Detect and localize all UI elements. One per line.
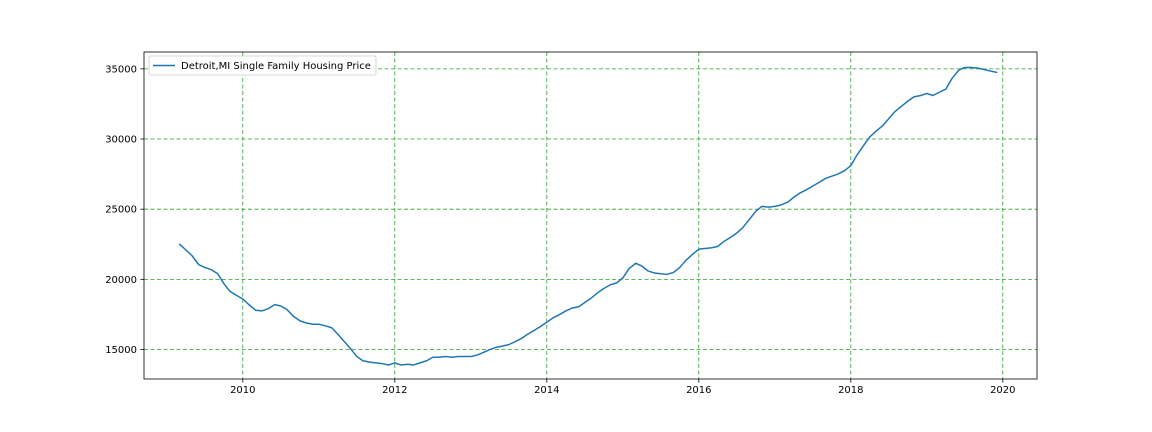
series-layer xyxy=(178,66,998,366)
y-tick-label: 30000 xyxy=(105,135,137,146)
x-tick-label: 2016 xyxy=(686,385,711,396)
y-axis: 15000 20000 25000 30000 35000 xyxy=(105,64,144,356)
y-tick-label: 15000 xyxy=(105,345,137,356)
x-tick-label: 2012 xyxy=(382,385,407,396)
x-tick-label: 2010 xyxy=(230,385,255,396)
x-tick-label: 2020 xyxy=(990,385,1015,396)
x-tick-label: 2018 xyxy=(838,385,863,396)
plot-background xyxy=(144,52,1037,379)
legend-box xyxy=(148,55,377,76)
legend-label: Detroit,MI Single Family Housing Price xyxy=(181,61,371,72)
series-line xyxy=(178,66,998,366)
x-tick-label: 2014 xyxy=(534,385,559,396)
x-axis: 2010 2012 2014 2016 2018 2020 xyxy=(230,379,1016,396)
plot-frame xyxy=(143,51,1038,380)
y-tick-label: 25000 xyxy=(105,205,137,216)
legend: Detroit,MI Single Family Housing Price xyxy=(148,55,377,76)
y-tick-label: 20000 xyxy=(105,275,137,286)
grid-lines xyxy=(144,52,1037,379)
y-tick-label: 35000 xyxy=(105,64,137,75)
